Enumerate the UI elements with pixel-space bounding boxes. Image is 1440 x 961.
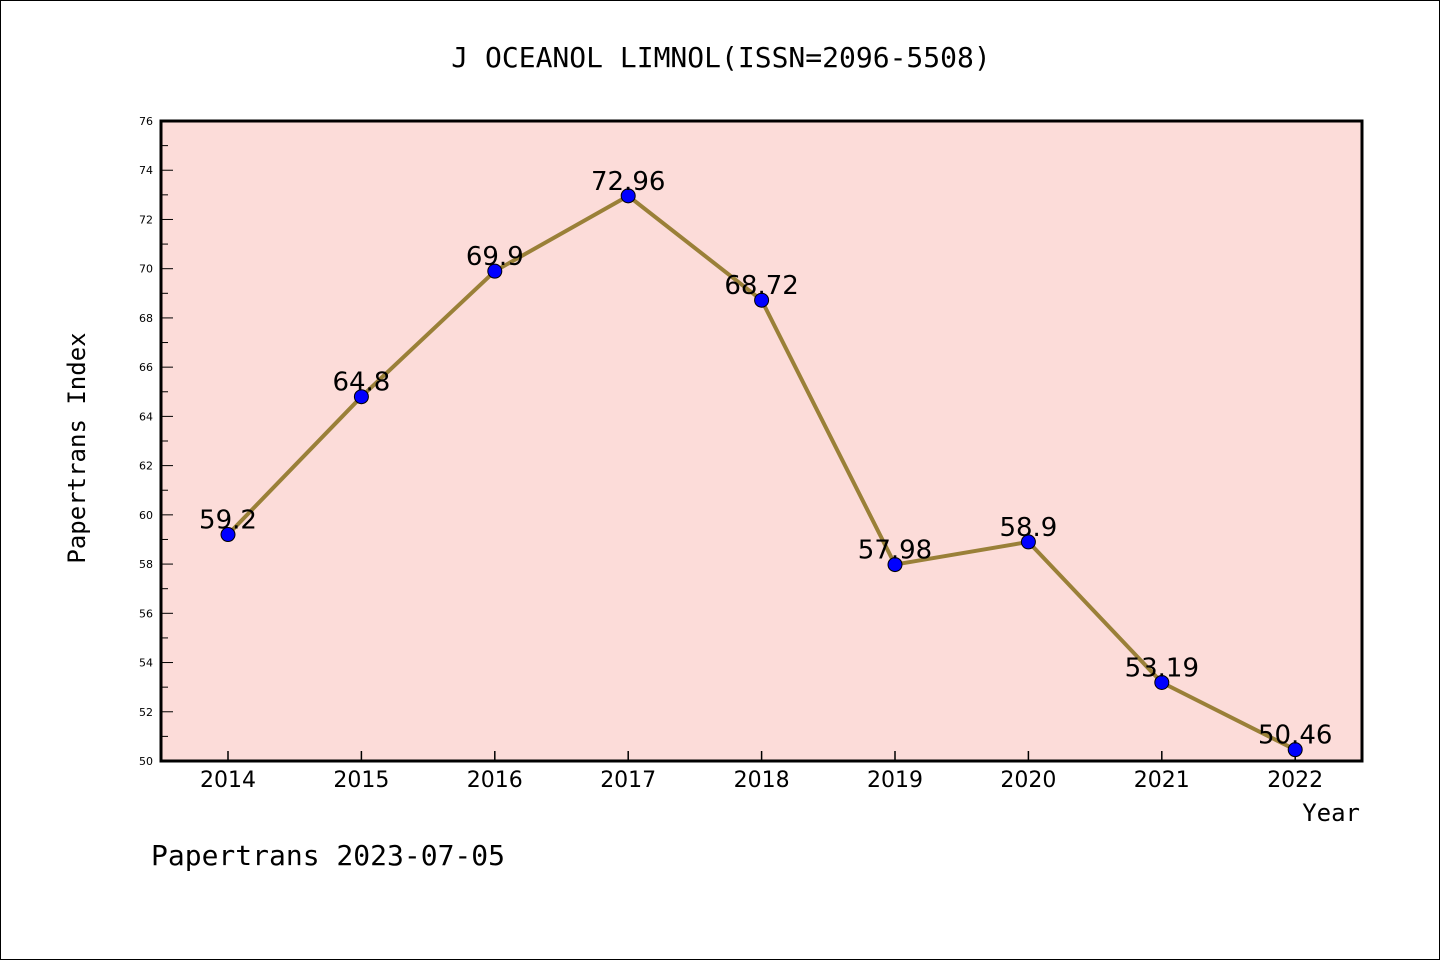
x-axis: 2014 2015 2016 2017 2018 2019 2020 2021 2022 — [200, 751, 1323, 793]
y-tick-label: 74 — [139, 164, 153, 177]
plot-area — [161, 121, 1362, 761]
data-point — [353, 389, 369, 405]
data-labels: 59.2 64.8 69.9 72.96 68.72 57.98 58.9 53.19 50.4… — [199, 167, 1332, 751]
data-point — [887, 557, 903, 573]
data-label: 50.46 — [1258, 721, 1332, 751]
y-tick-label: 52 — [139, 706, 153, 719]
y-tick-label: 62 — [139, 460, 153, 473]
x-tick-label: 2022 — [1267, 768, 1323, 793]
y-tick-label: 68 — [139, 312, 153, 325]
y-tick-label: 76 — [139, 115, 153, 128]
data-point — [1154, 674, 1170, 690]
x-tick-label: 2016 — [467, 768, 523, 793]
y-tick-label: 56 — [139, 607, 153, 620]
data-label: 68.72 — [724, 271, 798, 301]
x-tick-label: 2014 — [200, 768, 256, 793]
x-tick-label: 2018 — [734, 768, 790, 793]
y-tick-label: 54 — [139, 657, 153, 670]
data-label: 58.9 — [999, 513, 1057, 543]
y-tick-label: 50 — [139, 755, 153, 768]
x-tick-label: 2021 — [1134, 768, 1190, 793]
data-label: 53.19 — [1125, 653, 1199, 683]
series-group — [220, 188, 1303, 758]
data-point — [1020, 534, 1036, 550]
y-tick-label: 58 — [139, 558, 153, 571]
data-label: 59.2 — [199, 506, 257, 536]
y-tick-label: 60 — [139, 509, 153, 522]
data-label: 57.98 — [858, 536, 932, 566]
data-point — [1287, 742, 1303, 758]
y-axis-label: Papertrans Index — [63, 332, 91, 563]
data-point — [620, 188, 636, 204]
y-axis: 50 52 54 56 58 60 62 64 66 68 70 72 74 76 — [139, 115, 173, 768]
data-point — [220, 527, 236, 543]
data-label: 64.8 — [332, 368, 390, 398]
y-tick-label: 64 — [139, 410, 153, 423]
y-tick-label: 72 — [139, 213, 153, 226]
x-axis-label: Year — [1302, 799, 1360, 827]
x-tick-label: 2019 — [867, 768, 923, 793]
x-tick-label: 2015 — [333, 768, 389, 793]
y-tick-label: 66 — [139, 361, 153, 374]
x-tick-label: 2020 — [1000, 768, 1056, 793]
chart-title: J OCEANOL LIMNOL(ISSN=2096-5508) — [451, 41, 990, 74]
data-point — [487, 263, 503, 279]
data-label: 72.96 — [591, 167, 665, 197]
data-point — [754, 292, 770, 308]
footer-text: Papertrans 2023-07-05 — [151, 839, 505, 872]
y-tick-label: 70 — [139, 263, 153, 276]
x-tick-label: 2017 — [600, 768, 656, 793]
plot-border — [159, 119, 1364, 763]
data-label: 69.9 — [466, 242, 524, 272]
